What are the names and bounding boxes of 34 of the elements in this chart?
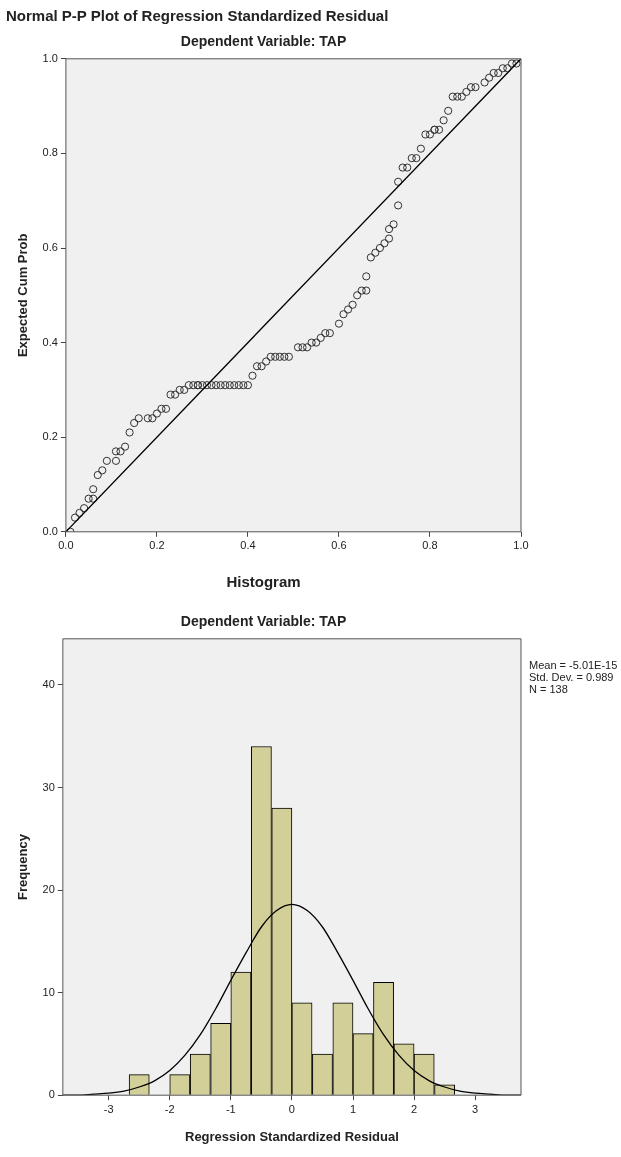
chart-title: Histogram — [226, 573, 301, 591]
text: N = 138 — [529, 683, 568, 696]
x-tick-label: -3 — [103, 1102, 114, 1115]
y-tick-label: 0.8 — [42, 146, 58, 159]
x-tick-label: 0.8 — [422, 539, 438, 552]
y-tick-label: 10 — [42, 985, 55, 998]
y-tick-label: 20 — [42, 883, 55, 896]
chart-subtitle: Dependent Variable: TAP — [180, 33, 347, 50]
x-tick-label: 0.0 — [58, 539, 74, 552]
x-axis-title: Regression Standardized Residual — [185, 1128, 399, 1144]
y-tick-label: 0 — [48, 1088, 55, 1101]
y-tick-label: 0.4 — [42, 335, 58, 348]
text: Std. Dev. = 0.989 — [529, 671, 614, 684]
x-tick-label: 0.4 — [240, 539, 256, 552]
x-tick-label: 3 — [472, 1102, 479, 1115]
y-axis-title: Expected Cum Prob — [15, 233, 31, 358]
chart-subtitle: Dependent Variable: TAP — [180, 613, 347, 630]
x-tick-label: 1.0 — [513, 539, 529, 552]
y-tick-label: 40 — [42, 677, 55, 690]
y-tick-label: 0.6 — [42, 241, 58, 254]
text: Mean = -5.01E-15 — [529, 659, 618, 672]
y-tick-label: 1.0 — [42, 51, 58, 64]
x-tick-label: 0 — [288, 1102, 295, 1115]
x-tick-label: -1 — [225, 1102, 236, 1115]
x-tick-label: 0.6 — [331, 539, 347, 552]
y-tick-label: 30 — [42, 780, 55, 793]
x-tick-label: -2 — [164, 1102, 175, 1115]
y-tick-label: 0.0 — [42, 524, 58, 537]
x-tick-label: 1 — [349, 1102, 357, 1115]
y-axis-title: Frequency — [15, 833, 31, 900]
y-tick-label: 0.2 — [42, 430, 58, 443]
x-tick-label: 0.2 — [149, 539, 165, 552]
chart-title: Normal P-P Plot of Regression Standardized Residual — [6, 7, 389, 25]
x-tick-label: 2 — [411, 1102, 418, 1115]
